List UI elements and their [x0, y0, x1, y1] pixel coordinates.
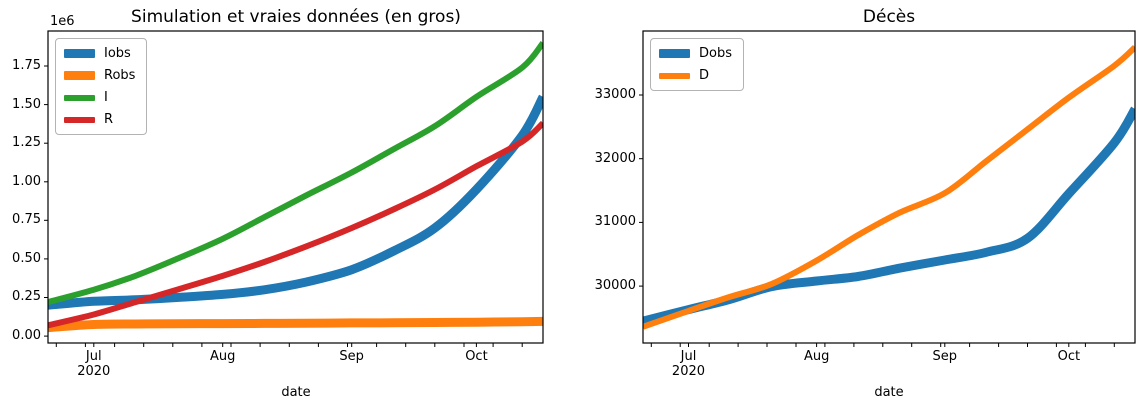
y-tick-label: 31000	[594, 214, 636, 230]
legend-label-D: D	[699, 68, 710, 83]
series-line-R	[48, 120, 543, 329]
y-tick-label: 0.25	[12, 289, 41, 305]
x-tick-label: Oct	[465, 349, 488, 364]
y-tick-label: 33000	[594, 87, 636, 102]
y-tick-label: 0.00	[12, 328, 41, 344]
legend-label-Robs: Robs	[104, 68, 136, 83]
legend-label-I: I	[104, 90, 108, 105]
chart-title-right: Décès	[862, 7, 916, 27]
y-tick-label: 1.25	[12, 135, 41, 151]
legend-item-Iobs: Iobs	[64, 46, 135, 61]
legend-item-I: I	[64, 90, 135, 105]
legend-item-Dobs: Dobs	[659, 46, 732, 61]
x-axis-label-left: date	[281, 385, 311, 400]
x-tick-label: Sep	[339, 349, 364, 364]
legend-swatch-Dobs	[659, 49, 690, 58]
y-tick-label: 32000	[594, 150, 636, 166]
legend-swatch-Robs	[64, 71, 95, 80]
axes-spines	[47, 30, 544, 344]
legend-item-R: R	[64, 112, 135, 127]
series-line-D	[643, 44, 1135, 330]
x-tick-year-label: 2020	[77, 364, 111, 379]
legend-swatch-Iobs	[64, 49, 95, 58]
x-tick-label: Aug	[803, 349, 830, 364]
y-tick-label: 1.00	[12, 173, 41, 189]
legend-label-Dobs: Dobs	[699, 46, 732, 61]
legend-swatch-D	[659, 72, 690, 79]
x-tick-label: Aug	[210, 349, 236, 364]
y-tick-label: 0.50	[12, 250, 41, 266]
chart-title-left: Simulation et vraies données (en gros)	[131, 7, 461, 27]
x-tick-year-label: 2020	[671, 364, 706, 379]
y-tick-label: 1.75	[12, 58, 41, 74]
series-line-Robs	[48, 316, 543, 333]
x-tick-label: Jul	[680, 349, 697, 364]
y-tick-label: 30000	[594, 278, 636, 294]
series-line-I	[48, 40, 543, 306]
axes-spines	[642, 30, 1136, 344]
y-tick-label: 1.50	[12, 96, 41, 112]
legend-swatch-R	[64, 116, 95, 123]
legend-swatch-I	[64, 94, 95, 101]
x-tick-label: Sep	[932, 349, 958, 364]
legend-item-Robs: Robs	[64, 68, 135, 83]
legend-right: Dobs D	[650, 38, 744, 91]
y-axis-offset-label: 1e6	[50, 14, 75, 29]
legend-label-Iobs: Iobs	[104, 46, 131, 61]
legend-item-D: D	[659, 68, 732, 83]
legend-label-R: R	[104, 112, 114, 127]
x-axis-label-right: date	[874, 385, 904, 400]
y-tick-label: 0.75	[12, 212, 41, 228]
x-tick-label: Jul	[85, 349, 102, 364]
x-tick-label: Oct	[1057, 349, 1081, 364]
legend-left: Iobs Robs I R	[55, 38, 148, 135]
